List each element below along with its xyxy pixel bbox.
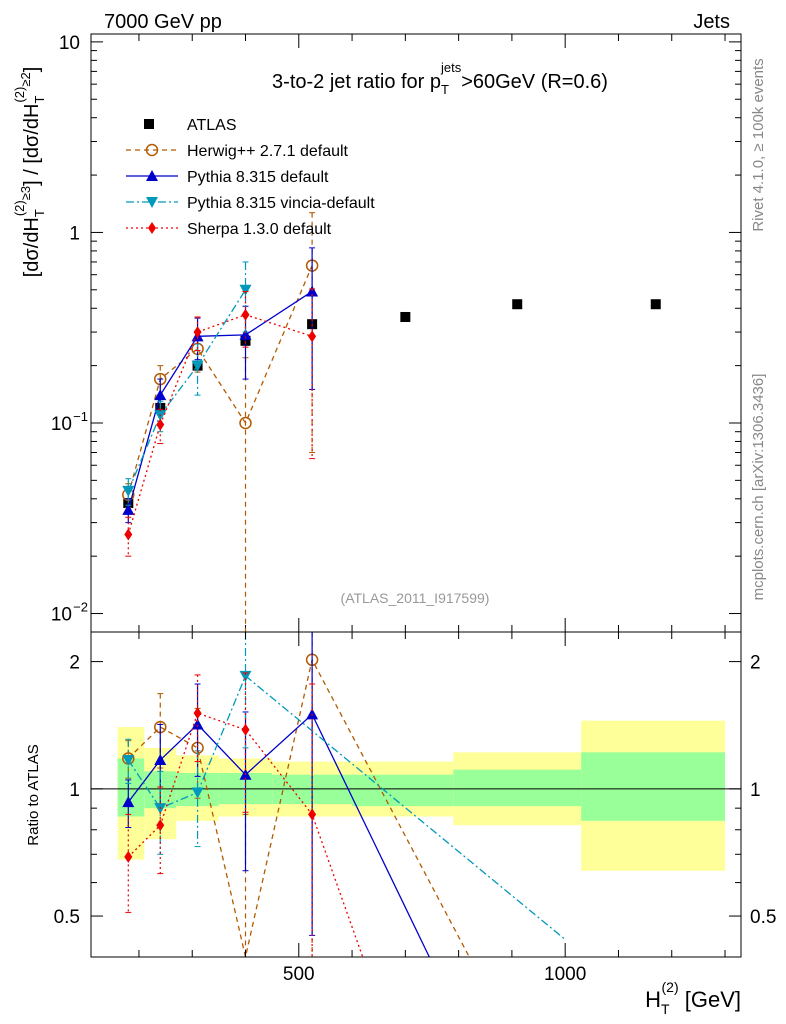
atlas-data-point: [400, 311, 411, 322]
chart-title-post: >60GeV (R=0.6): [461, 71, 608, 93]
xlabel-unit: [GeV]: [679, 987, 741, 1012]
chart-title: 3-to-2 jet ratio for pTjets>60GeV (R=0.6…: [272, 60, 608, 97]
legend-label-atlas: ATLAS: [187, 117, 237, 134]
ratio-line-3: [127, 712, 364, 958]
ylabel-part3: ] / [dσ/dH: [21, 104, 43, 186]
ratio-marker: [124, 850, 133, 863]
ratio-ytick-label-right: 1: [750, 780, 761, 801]
ratio-marker: [122, 755, 135, 767]
ylabel-sup4: ≥2: [18, 72, 33, 86]
xlabel-sub: T: [661, 1001, 670, 1017]
ylabel-part4: ]: [21, 67, 43, 73]
xtick-label: 500: [283, 964, 315, 985]
series-marker: [154, 389, 167, 401]
legend-marker: [146, 197, 158, 208]
legend-label: Pythia 8.315 default: [187, 169, 329, 186]
ratio-marker: [306, 708, 319, 720]
chart-title-sub: T: [441, 82, 449, 97]
series-line-2: [127, 289, 247, 492]
main-ytick-label: 1: [69, 223, 80, 244]
atlas-data-point: [650, 299, 661, 310]
series-marker: [193, 326, 202, 339]
series-marker: [191, 360, 204, 372]
series-marker: [308, 330, 317, 343]
series-marker: [124, 528, 133, 541]
ratio-axis-ticks: 0.5 0.5 1 1 2 2 500 1000: [54, 632, 776, 985]
reference-points: [123, 299, 661, 509]
ratio-line-1: [127, 713, 430, 958]
ratio-marker: [191, 787, 204, 799]
ratio-ytick-label-right: 0.5: [750, 907, 776, 928]
legend-marker: [145, 143, 159, 157]
ratio-marker: [156, 819, 165, 832]
legend: ATLAS Herwig++ 2.7.1 default Pythia 8.315 …: [126, 117, 375, 238]
series-marker: [122, 485, 135, 497]
ratio-ytick-label: 1: [69, 780, 80, 801]
ratio-band-green: [581, 752, 726, 821]
rivet-version-label: Rivet 4.1.0, ≥ 100k events: [750, 58, 767, 231]
ylabel-sup1: (2): [12, 200, 27, 216]
main-ytick-label: 10: [51, 605, 72, 626]
legend-marker: [148, 222, 156, 234]
ratio-ylabel: Ratio to ATLAS: [25, 744, 42, 845]
main-ylabel: [dσ/dHT(2)≥3] / [dσ/dHT(2)≥2]: [12, 67, 47, 278]
ratio-panel: 0.5 0.5 1 1 2 2 500 1000: [54, 631, 776, 985]
chart-title-sup: jets: [440, 60, 462, 75]
series-marker: [156, 418, 165, 431]
series-line-3: [127, 314, 313, 535]
ratio-ytick-label: 2: [69, 653, 80, 674]
ratio-ytick-label-right: 2: [750, 653, 761, 674]
legend-marker: [146, 170, 158, 181]
legend-marker-atlas: [144, 119, 154, 129]
ratio-band-green: [352, 774, 454, 807]
x-axis-label: HT (2) [GeV]: [645, 979, 741, 1017]
main-ytick-exponent: −1: [73, 409, 88, 424]
analysis-id: (ATLAS_2011_I917599): [341, 590, 490, 606]
series-marker: [239, 416, 252, 430]
series-line-0: [127, 265, 313, 495]
ratio-marker: [154, 754, 167, 766]
xtick-label: 1000: [544, 964, 586, 985]
ratio-marker: [193, 707, 202, 720]
ratio-panel-frame: [90, 631, 742, 958]
ratio-uncertainty-bands: [91, 720, 741, 871]
main-ytick-label: 10: [51, 414, 72, 435]
ratio-band-green: [117, 758, 145, 817]
ratio-band-green: [453, 769, 582, 807]
ylabel-part2: ≥3: [18, 186, 33, 200]
ylabel-sup3: (2): [12, 87, 27, 103]
legend-label: Sherpa 1.3.0 default: [187, 221, 332, 238]
ratio-marker: [241, 723, 250, 736]
ylabel-sub2: T: [32, 96, 47, 104]
atlas-data-point: [512, 299, 523, 310]
series-marker: [239, 328, 252, 340]
ratio-marker: [191, 718, 204, 730]
mcplots-label: mcplots.cern.ch [arXiv:1306.3436]: [750, 374, 767, 601]
ylabel-sub1: T: [32, 209, 47, 217]
ratio-ytick-label: 0.5: [54, 907, 80, 928]
ratio-marker: [308, 808, 317, 821]
mc-series: [122, 212, 319, 632]
ylabel-part1: [dσ/dH: [21, 217, 43, 277]
main-ytick-label: 10: [59, 33, 80, 54]
ratio-series: [122, 632, 566, 958]
chart-title-pre: 3-to-2 jet ratio for p: [272, 71, 441, 93]
series-marker: [241, 308, 250, 321]
ratio-marker: [122, 796, 135, 808]
main-ytick-exponent: −2: [73, 600, 88, 615]
xlabel-sup: (2): [662, 979, 679, 995]
series-line-1: [127, 290, 313, 511]
series-marker: [239, 284, 252, 296]
header-energy-label: 7000 GeV pp: [104, 11, 222, 33]
series-marker: [122, 503, 135, 515]
header-process-label: Jets: [693, 11, 730, 33]
ratio-line-0: [127, 657, 470, 958]
xlabel-main: H: [645, 987, 661, 1012]
ratio-marker: [239, 670, 252, 682]
legend-label: Pythia 8.315 vincia-default: [187, 195, 375, 212]
legend-label: Herwig++ 2.7.1 default: [187, 143, 349, 160]
